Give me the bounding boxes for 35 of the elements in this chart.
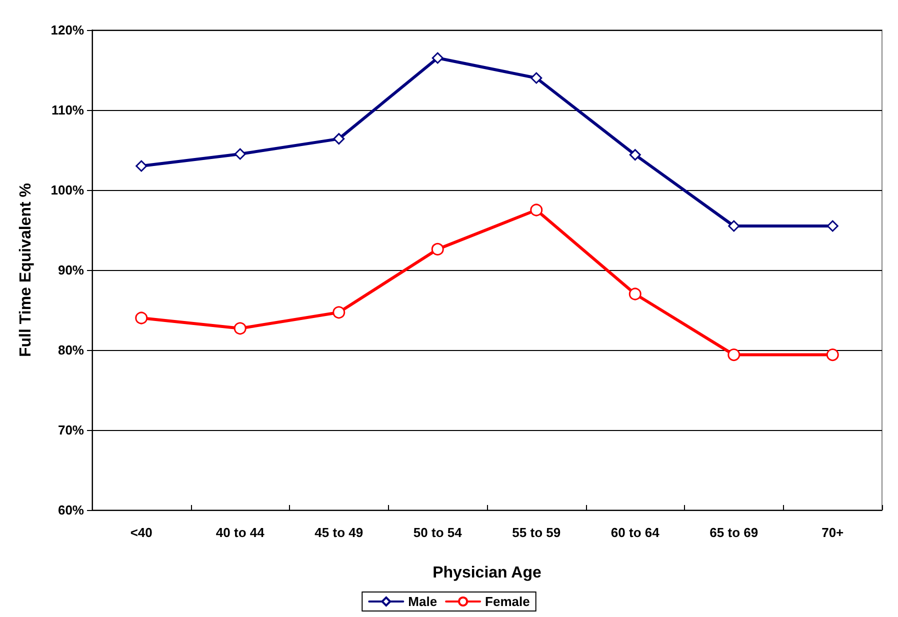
y-tick-label: 80% [58,342,84,358]
x-tick-label: 55 to 59 [512,525,561,540]
x-axis-title: Physician Age [432,564,542,582]
point [234,148,246,160]
point [136,160,148,172]
point [432,52,444,64]
x-tick-label: <40 [130,525,152,540]
point [826,348,839,362]
x-tick-label: 50 to 54 [413,525,463,540]
x-tick-label: 70+ [822,525,844,540]
y-axis-title: Full Time Equivalent % [18,183,34,357]
y-tick-label: 100% [50,182,84,198]
point [826,220,838,232]
point [728,348,740,362]
point [728,220,740,232]
point [530,72,542,84]
point [135,312,148,324]
y-tick-label: 110% [51,102,84,118]
point [628,288,642,300]
point [332,306,346,319]
y-tick-label: 90% [58,262,84,278]
point [333,133,345,145]
point [234,322,246,335]
x-tick-label: 65 to 69 [710,525,758,540]
x-tick-label: 40 to 44 [216,525,266,540]
y-tick-label: 70% [58,422,84,438]
x-tick-label: 60 to 64 [610,525,660,540]
point [431,242,444,256]
point [629,149,641,161]
x-tick-label: 45 to 49 [314,525,364,540]
legend-label: Male [408,594,438,609]
legend-label: Female [485,594,530,609]
point [530,204,543,216]
y-tick-label: 120% [50,22,84,38]
y-tick-label: 60% [58,502,84,518]
